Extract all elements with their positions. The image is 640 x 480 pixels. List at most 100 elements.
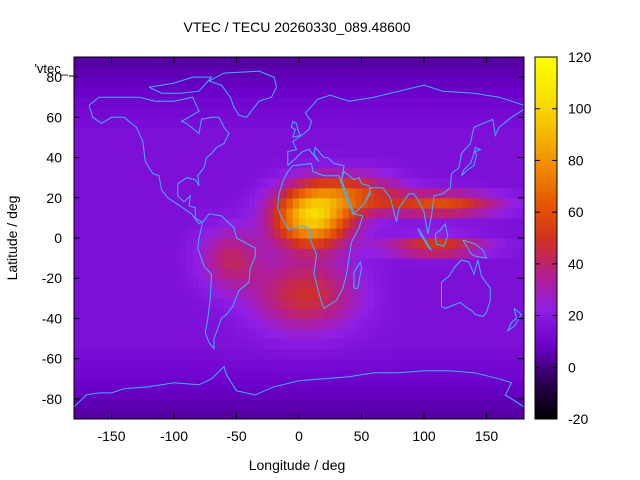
heat-cell bbox=[211, 248, 219, 259]
heat-cell bbox=[224, 67, 231, 78]
heat-cell bbox=[499, 398, 506, 410]
heat-cell bbox=[492, 298, 500, 309]
heat-cell bbox=[192, 398, 200, 410]
heat-cell bbox=[361, 207, 369, 219]
heat-cell bbox=[474, 57, 481, 68]
heat-cell bbox=[342, 227, 350, 239]
chart-title: VTEC / TECU 20260330_089.48600 bbox=[183, 19, 410, 35]
heat-cell bbox=[480, 207, 488, 219]
heat-cell bbox=[161, 197, 169, 209]
heat-cell bbox=[99, 137, 106, 149]
heat-cell bbox=[224, 378, 231, 390]
heat-cell bbox=[392, 107, 400, 118]
heat-cell bbox=[374, 288, 381, 299]
heat-cell bbox=[149, 187, 156, 199]
heat-cell bbox=[267, 177, 275, 189]
heat-cell bbox=[105, 197, 113, 209]
heat-cell bbox=[336, 107, 344, 118]
heat-cell bbox=[105, 358, 113, 370]
heat-cell bbox=[161, 207, 169, 219]
heat-cell bbox=[480, 217, 488, 229]
heat-cell bbox=[230, 97, 238, 108]
heat-cell bbox=[380, 107, 388, 118]
heat-cell bbox=[249, 248, 256, 259]
heat-cell bbox=[242, 177, 250, 189]
heat-cell bbox=[342, 67, 350, 78]
heat-cell bbox=[417, 187, 425, 199]
heat-cell bbox=[361, 187, 369, 199]
heat-cell bbox=[86, 338, 94, 350]
heat-cell bbox=[449, 278, 456, 289]
heat-cell bbox=[292, 207, 300, 219]
heat-cell bbox=[267, 217, 275, 229]
heat-cell bbox=[399, 147, 406, 159]
heat-cell bbox=[224, 127, 231, 139]
heat-cell bbox=[186, 268, 194, 279]
heat-cell bbox=[511, 358, 519, 370]
heat-cell bbox=[186, 288, 194, 299]
heat-cell bbox=[149, 227, 156, 239]
heat-cell bbox=[224, 77, 231, 88]
heat-cell bbox=[361, 258, 369, 269]
heat-cell bbox=[467, 288, 475, 299]
heat-cell bbox=[411, 288, 419, 299]
heat-cell bbox=[355, 298, 363, 309]
heat-cell bbox=[311, 328, 319, 340]
heat-cell bbox=[367, 258, 375, 269]
heat-cell bbox=[411, 268, 419, 279]
heat-cell bbox=[136, 328, 144, 340]
heat-cell bbox=[180, 127, 188, 139]
heat-cell bbox=[117, 97, 125, 108]
heat-cell bbox=[286, 97, 294, 108]
heat-cell bbox=[330, 318, 338, 330]
heat-cell bbox=[117, 207, 125, 219]
heat-cell bbox=[211, 217, 219, 229]
heat-cell bbox=[80, 288, 88, 299]
heat-cell bbox=[424, 197, 431, 209]
heat-cell bbox=[349, 107, 356, 118]
heat-cell bbox=[342, 57, 350, 68]
heat-cell bbox=[217, 328, 225, 340]
heat-cell bbox=[255, 328, 263, 340]
heat-cell bbox=[74, 248, 81, 259]
heat-cell bbox=[249, 67, 256, 78]
heat-cell bbox=[280, 57, 288, 68]
heat-cell bbox=[261, 378, 269, 390]
heat-cell bbox=[455, 358, 463, 370]
heat-cell bbox=[230, 217, 238, 229]
heat-cell bbox=[80, 227, 88, 239]
heat-cell bbox=[280, 107, 288, 118]
heat-cell bbox=[461, 308, 469, 320]
heat-cell bbox=[436, 177, 444, 189]
heat-cell bbox=[280, 127, 288, 139]
heat-cell bbox=[161, 238, 169, 249]
heat-cell bbox=[111, 348, 119, 360]
heat-cell bbox=[424, 217, 431, 229]
heat-cell bbox=[217, 408, 225, 419]
heat-cell bbox=[142, 177, 150, 189]
heat-cell bbox=[474, 288, 481, 299]
heat-cell bbox=[236, 57, 244, 68]
heat-cell bbox=[367, 358, 375, 370]
heat-cell bbox=[142, 268, 150, 279]
heat-cell bbox=[424, 177, 431, 189]
heat-cell bbox=[280, 217, 288, 229]
heat-cell bbox=[480, 117, 488, 128]
heat-cell bbox=[261, 268, 269, 279]
heat-cell bbox=[355, 328, 363, 340]
heat-cell bbox=[474, 258, 481, 269]
heat-cell bbox=[467, 117, 475, 128]
heat-cell bbox=[405, 338, 413, 350]
heat-cell bbox=[286, 338, 294, 350]
heat-cell bbox=[311, 227, 319, 239]
heat-cell bbox=[355, 308, 363, 320]
heat-cell bbox=[424, 137, 431, 149]
heat-cell bbox=[305, 348, 313, 360]
heat-cell bbox=[417, 298, 425, 309]
heat-cell bbox=[249, 127, 256, 139]
heat-cell bbox=[442, 328, 450, 340]
heat-cell bbox=[105, 308, 113, 320]
heat-cell bbox=[205, 137, 213, 149]
heat-cell bbox=[317, 328, 325, 340]
